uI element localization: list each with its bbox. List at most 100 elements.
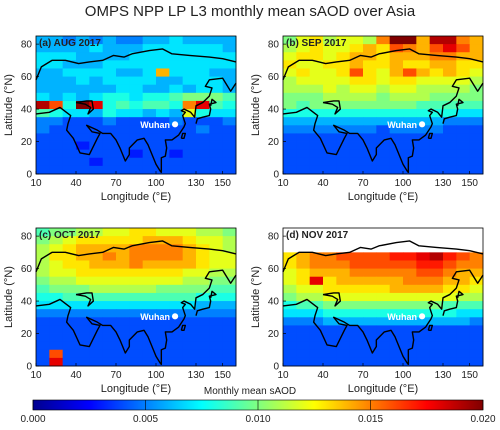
sAOD-cell — [196, 268, 210, 278]
sAOD-cell — [363, 276, 377, 286]
sAOD-cell — [49, 52, 64, 61]
sAOD-cell — [323, 301, 337, 310]
sAOD-cell — [36, 76, 50, 86]
sAOD-cell — [62, 244, 77, 253]
sAOD-cell — [349, 149, 364, 159]
sAOD-cell — [456, 276, 471, 286]
sAOD-cell — [222, 292, 237, 302]
sAOD-cell — [389, 36, 404, 45]
sAOD-cell — [142, 292, 157, 302]
sAOD-cell — [403, 325, 417, 334]
sAOD-cell — [49, 292, 64, 302]
sAOD-cell — [169, 276, 184, 286]
sAOD-cell — [403, 252, 417, 261]
sAOD-cell — [182, 125, 197, 134]
sAOD-cell — [363, 349, 377, 359]
sAOD-cell — [283, 349, 297, 359]
sAOD-cell — [182, 92, 197, 102]
sAOD-cell — [416, 84, 431, 94]
sAOD-cell — [196, 109, 210, 118]
sAOD-cell — [349, 284, 364, 294]
sAOD-cell — [89, 309, 104, 318]
sAOD-cell — [389, 349, 404, 359]
sAOD-cell — [182, 109, 197, 118]
sAOD-cell — [62, 260, 77, 269]
sAOD-cell — [49, 100, 64, 110]
sAOD-cell — [222, 117, 237, 126]
sAOD-cell — [222, 36, 237, 45]
sAOD-cell — [36, 284, 50, 294]
sAOD-cell — [102, 165, 117, 175]
sAOD-cell — [323, 252, 337, 261]
sAOD-cell — [389, 133, 404, 142]
sAOD-cell — [76, 260, 90, 269]
sAOD-cell — [156, 244, 170, 253]
sAOD-cell — [36, 260, 50, 269]
sAOD-cell — [336, 333, 351, 343]
sAOD-cell — [389, 157, 404, 167]
sAOD-cell — [443, 292, 457, 302]
sAOD-cell — [469, 149, 484, 159]
sAOD-cell — [156, 76, 170, 86]
sAOD-cell — [36, 92, 50, 102]
colorbar-label: Monthly mean sAOD — [204, 386, 296, 397]
sAOD-cell — [62, 117, 77, 126]
sAOD-cell — [102, 44, 117, 53]
sAOD-cell — [222, 157, 237, 167]
coastline — [322, 100, 342, 115]
sAOD-cell — [209, 133, 224, 142]
sAOD-cell — [336, 141, 351, 151]
sAOD-cell — [336, 349, 351, 359]
sAOD-cell — [443, 84, 457, 94]
sAOD-cell — [443, 149, 457, 159]
sAOD-cell — [403, 284, 417, 294]
sAOD-cell — [443, 92, 457, 102]
sAOD-cell — [469, 292, 484, 302]
sAOD-cell — [142, 341, 157, 351]
sAOD-cell — [376, 92, 391, 102]
sAOD-cell — [349, 252, 364, 261]
sAOD-cell — [49, 284, 64, 294]
sAOD-cell — [116, 333, 130, 343]
sAOD-cell — [349, 349, 364, 359]
sAOD-cell — [142, 60, 157, 69]
sAOD-cell — [36, 52, 50, 61]
coastline — [35, 77, 237, 174]
sAOD-cell — [209, 141, 224, 151]
sAOD-cell — [283, 325, 297, 334]
sAOD-cell — [49, 109, 64, 118]
sAOD-cell — [222, 252, 237, 261]
sAOD-cell — [309, 60, 324, 69]
sAOD-cell — [116, 276, 130, 286]
sAOD-cell — [429, 100, 444, 110]
x-axis-label: Longitude (°E) — [348, 383, 418, 395]
sAOD-cell — [196, 84, 210, 94]
sAOD-cell — [196, 252, 210, 261]
sAOD-cell — [283, 333, 297, 343]
sAOD-cell — [169, 268, 184, 278]
sAOD-cell — [309, 284, 324, 294]
wuhan-label: Wuhan — [140, 120, 170, 130]
sAOD-cell — [129, 165, 144, 175]
sAOD-cell — [469, 268, 484, 278]
sAOD-cell — [36, 133, 50, 142]
x-tick-label: 70 — [110, 178, 122, 189]
sAOD-cell — [116, 309, 130, 318]
sAOD-cell — [182, 236, 197, 245]
sAOD-cell — [142, 84, 157, 94]
sAOD-cell — [376, 52, 391, 61]
sAOD-cell — [49, 84, 64, 94]
sAOD-cell — [443, 301, 457, 310]
sAOD-cell — [36, 84, 50, 94]
axes-frame — [35, 35, 237, 175]
x-tick-label: 130 — [188, 370, 205, 381]
sAOD-cell — [142, 76, 157, 86]
map-panel-2: (b) SEP 2017 Wuhan 10 40 70 100 130 150 0 20 40 60 8… — [250, 35, 484, 203]
sAOD-cell — [62, 133, 77, 142]
y-axis-label: Latitude (°N) — [250, 266, 262, 328]
sAOD-cell — [182, 60, 197, 69]
sAOD-cell — [429, 157, 444, 167]
sAOD-cell — [62, 284, 77, 294]
coastline — [180, 324, 187, 331]
sAOD-cell — [49, 68, 64, 77]
